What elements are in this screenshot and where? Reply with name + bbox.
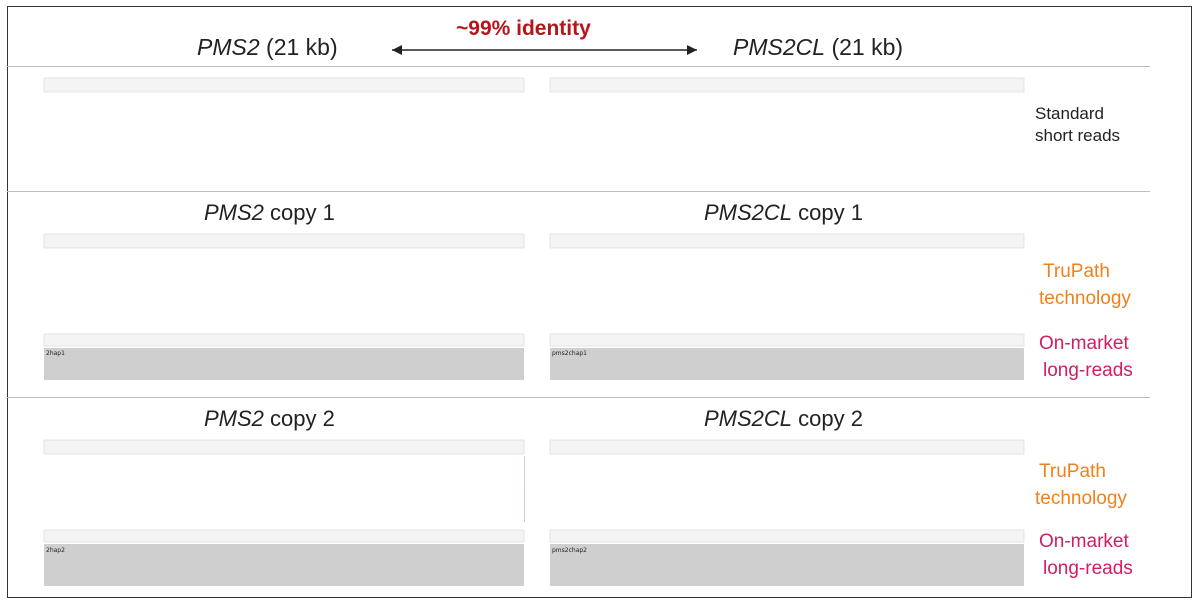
c2-left-lr-variants (43, 529, 525, 543)
short-left-variants (43, 77, 525, 93)
c1-right-tp-bg (550, 250, 1024, 316)
identity-label: ~99% identity (456, 17, 591, 40)
c1-right-lr-bg (550, 348, 1024, 380)
c1-left-tp-bg (44, 250, 524, 316)
header-left-gene: PMS2 (21 kb) (197, 34, 338, 60)
c2-right-lr-variants (549, 529, 1025, 543)
c1-right-lr-variants (549, 333, 1025, 347)
c1-left-lr-variants (43, 333, 525, 347)
copy1-left-title: PMS2 copy 1 (204, 200, 335, 225)
track-tag-right-copy2: pms2chap2 (552, 547, 587, 554)
copy2-right-title: PMS2CL copy 2 (704, 406, 863, 431)
short-left-bg (44, 96, 524, 186)
c2-right-lr-bg (550, 544, 1024, 586)
section-divider-short (7, 191, 1150, 192)
c2-right-tp-variants (549, 439, 1025, 455)
c1-right-tp-variants (549, 233, 1025, 249)
longread-label-copy1: On-market long-reads (1039, 333, 1133, 381)
header-divider (7, 66, 1150, 67)
c2-right-tp-bg (550, 456, 1024, 522)
c2-left-lr-bg (44, 544, 524, 586)
track-tag-left-copy1: 2hap1 (46, 350, 65, 357)
double-headed-arrow-icon (392, 45, 697, 55)
section-divider-copy1 (7, 397, 1150, 398)
header-right-gene: PMS2CL (21 kb) (733, 34, 904, 60)
short-right-variants (549, 77, 1025, 93)
short-reads-label: Standard short reads (1035, 104, 1121, 145)
trupath-label-copy1: TruPath technology (1039, 261, 1131, 309)
c1-left-tp-variants (43, 233, 525, 249)
short-right-bg (550, 96, 1024, 186)
track-tag-left-copy2: 2hap2 (46, 547, 65, 554)
copy2-left-title: PMS2 copy 2 (204, 406, 335, 431)
c2-left-tp-variants (43, 439, 525, 455)
copy1-right-title: PMS2CL copy 1 (704, 200, 863, 225)
c1-left-lr-bg (44, 348, 524, 380)
track-tag-right-copy1: pms2chap1 (552, 350, 587, 357)
c2-left-tp-bg (44, 456, 524, 522)
trupath-label-copy2: TruPath technology (1035, 461, 1127, 509)
longread-label-copy2: On-market long-reads (1039, 531, 1133, 579)
